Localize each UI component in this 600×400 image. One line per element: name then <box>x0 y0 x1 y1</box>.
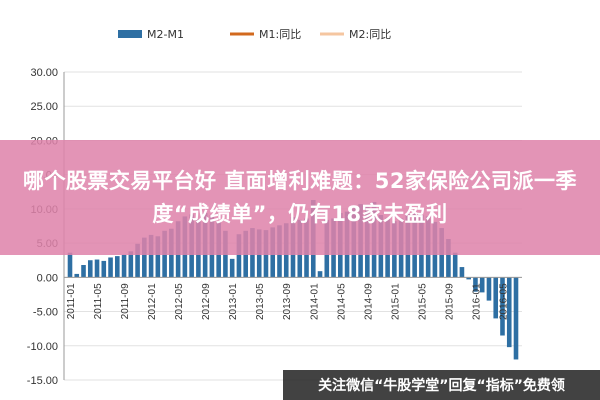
bar <box>155 236 161 278</box>
bar <box>67 252 73 278</box>
bar <box>317 271 323 278</box>
legend: M2-M1 M1:同比 M2:同比 <box>118 28 391 41</box>
x-tick-label: 2013-09 <box>282 283 293 320</box>
x-axis-ticks: 2011-01 2011-05 2011-09 2012-01 2012-05 2012-… <box>66 283 509 320</box>
x-tick-label: 2016-05 <box>498 283 509 320</box>
bar <box>101 260 107 278</box>
headline-title: 哪个股票交易平台好 直面增利难题：52家保险公司派一季度“成绩单”，仍有18家未… <box>22 168 578 226</box>
x-tick-label: 2012-09 <box>201 283 212 320</box>
x-tick-label: 2015-09 <box>444 283 455 320</box>
bar <box>459 267 465 278</box>
headline-banner: 哪个股票交易平台好 直面增利难题：52家保险公司派一季度“成绩单”，仍有18家未… <box>0 140 600 255</box>
bar <box>128 251 134 278</box>
bar <box>236 234 242 278</box>
bar <box>121 254 127 278</box>
legend-label: M2-M1 <box>147 28 184 41</box>
bar <box>493 277 499 319</box>
x-tick-label: 2011-01 <box>66 283 77 319</box>
y-tick-label: 0.00 <box>37 272 58 284</box>
x-tick-label: 2011-05 <box>93 283 104 319</box>
bar <box>142 237 147 278</box>
bar <box>466 277 471 280</box>
bar <box>446 239 451 278</box>
y-tick-label: -5.00 <box>33 307 58 319</box>
x-tick-label: 2015-05 <box>417 283 428 320</box>
x-tick-label: 2016-01 <box>471 283 482 320</box>
x-tick-label: 2013-05 <box>255 283 266 320</box>
y-tick-label: 25.00 <box>30 101 58 113</box>
x-tick-label: 2015-01 <box>390 283 401 320</box>
bar <box>486 277 492 301</box>
bar <box>452 252 458 278</box>
promo-text: 关注微信“牛股学堂”回复“指标”免费领 <box>318 378 565 394</box>
legend-label: M2:同比 <box>349 28 391 41</box>
bar <box>473 277 478 292</box>
bar <box>81 265 86 278</box>
x-tick-label: 2014-09 <box>363 283 374 320</box>
y-tick-label: -10.00 <box>27 341 58 353</box>
legend-swatch-bar <box>118 30 142 38</box>
bar <box>500 277 505 336</box>
bar <box>87 260 93 278</box>
bar <box>479 277 485 293</box>
bar <box>135 243 140 278</box>
x-tick-label: 2014-01 <box>309 283 320 320</box>
bar <box>74 273 80 278</box>
legend-label: M1:同比 <box>259 28 301 41</box>
x-tick-label: 2012-05 <box>174 283 185 320</box>
y-tick-label: -15.00 <box>27 375 58 387</box>
bar <box>148 234 154 278</box>
bar <box>108 257 113 278</box>
y-tick-label: 30.00 <box>30 67 58 79</box>
bar <box>229 258 235 278</box>
x-tick-label: 2013-01 <box>228 283 239 320</box>
x-tick-label: 2012-01 <box>147 283 158 320</box>
x-tick-label: 2014-05 <box>336 283 347 320</box>
bar <box>115 256 120 278</box>
bar <box>513 277 519 360</box>
x-tick-label: 2011-09 <box>120 283 131 319</box>
promo-footer: 关注微信“牛股学堂”回复“指标”免费领 <box>283 370 600 400</box>
bar <box>94 259 100 278</box>
bar <box>506 277 512 348</box>
